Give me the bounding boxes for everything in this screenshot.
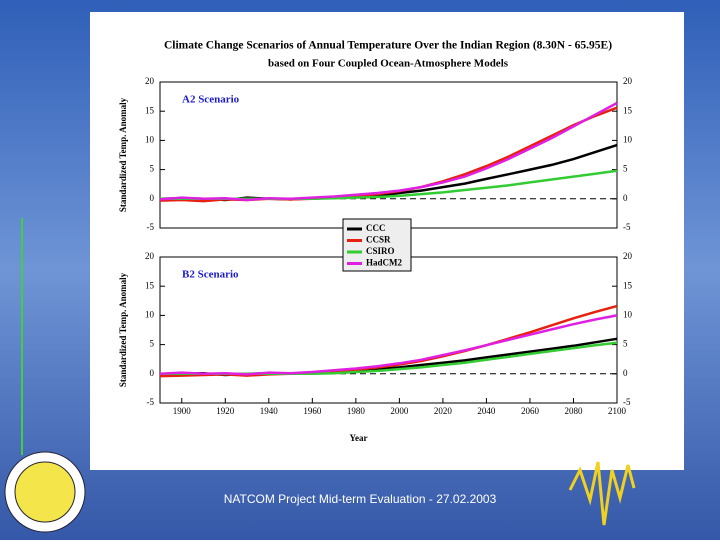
x-tick-label: 2100 — [608, 406, 627, 416]
x-tick-label: 2000 — [390, 406, 409, 416]
y2-tick-label: 0 — [623, 368, 628, 378]
y-tick-label: -5 — [147, 222, 155, 232]
logo-inner — [14, 461, 76, 523]
footer: NATCOM Project Mid-term Evaluation - 27.… — [224, 492, 497, 506]
legend-label: CCC — [366, 223, 386, 233]
x-tick-label: 2040 — [477, 406, 496, 416]
subtitle: based on Four Coupled Ocean-Atmosphere M… — [268, 58, 509, 70]
y2-tick-label: 5 — [623, 339, 628, 349]
title: Climate Change Scenarios of Annual Tempe… — [164, 40, 612, 52]
x-tick-label: 1980 — [347, 406, 366, 416]
scenario-label: A2 Scenario — [182, 94, 240, 106]
y-axis-label: Standardized Temp. Anomaly — [118, 97, 128, 212]
series-line — [159, 101, 618, 202]
y2-tick-label: 20 — [623, 251, 633, 261]
series-line — [159, 314, 618, 376]
y2-tick-label: 10 — [623, 309, 633, 319]
y-tick-label: -5 — [147, 397, 155, 407]
y-tick-label: 10 — [145, 309, 155, 319]
x-tick-label: 1900 — [173, 406, 192, 416]
y2-tick-label: 15 — [623, 280, 633, 290]
legend-label: HadCM2 — [366, 258, 403, 268]
y-tick-label: 20 — [145, 251, 155, 261]
y-tick-label: 5 — [150, 339, 155, 349]
x-tick-label: 2060 — [521, 406, 540, 416]
x-tick-label: 1960 — [303, 406, 322, 416]
y-axis-label: Standardized Temp. Anomaly — [118, 272, 128, 387]
y-tick-label: 5 — [150, 164, 155, 174]
x-tick-label: 1920 — [216, 406, 235, 416]
decor-zigzag — [568, 461, 636, 526]
y-tick-label: 20 — [145, 76, 155, 86]
y2-tick-label: 0 — [623, 193, 628, 203]
y-tick-label: 15 — [145, 280, 155, 290]
y-tick-label: 15 — [145, 105, 155, 115]
legend-label: CCSR — [366, 235, 391, 245]
legend-label: CSIRO — [366, 246, 395, 256]
y-tick-label: 0 — [150, 193, 155, 203]
y2-tick-label: 15 — [623, 105, 633, 115]
y2-tick-label: 10 — [623, 134, 633, 144]
y2-tick-label: 5 — [623, 164, 628, 174]
y2-tick-label: 20 — [623, 76, 633, 86]
y2-tick-label: -5 — [623, 222, 631, 232]
x-tick-label: 2080 — [564, 406, 583, 416]
scenario-label: B2 Scenario — [182, 269, 239, 281]
x-axis-label: Year — [350, 433, 368, 443]
x-tick-label: 1940 — [260, 406, 279, 416]
y2-tick-label: -5 — [623, 397, 631, 407]
y-tick-label: 0 — [150, 368, 155, 378]
y-tick-label: 10 — [145, 134, 155, 144]
x-tick-label: 2020 — [434, 406, 453, 416]
